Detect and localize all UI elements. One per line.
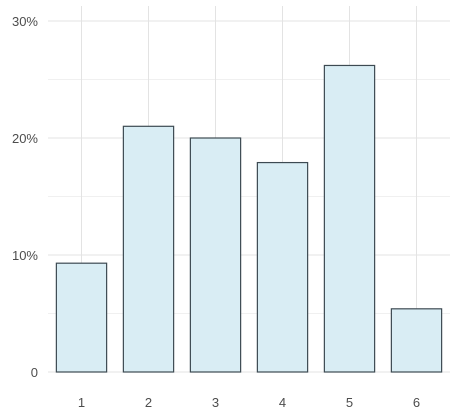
x-tick-label: 2 — [145, 395, 152, 410]
bar-5 — [323, 64, 376, 373]
x-axis: 1 2 3 4 5 6 — [78, 395, 420, 410]
x-tick-label: 5 — [346, 395, 353, 410]
y-tick-label: 10% — [12, 248, 38, 263]
bars-layer — [55, 64, 443, 373]
bar-3 — [189, 137, 242, 373]
x-tick-label: 6 — [413, 395, 420, 410]
bar-1 — [55, 262, 108, 373]
bar-2 — [122, 125, 175, 373]
bar-6 — [390, 308, 443, 373]
y-tick-label: 30% — [12, 14, 38, 29]
grid-layer — [48, 6, 450, 373]
y-axis: 0 10% 20% 30% — [12, 14, 38, 380]
y-tick-label: 0 — [31, 365, 38, 380]
x-tick-label: 4 — [279, 395, 286, 410]
x-tick-label: 1 — [78, 395, 85, 410]
bar-4 — [256, 161, 309, 373]
y-tick-label: 20% — [12, 131, 38, 146]
x-tick-label: 3 — [212, 395, 219, 410]
